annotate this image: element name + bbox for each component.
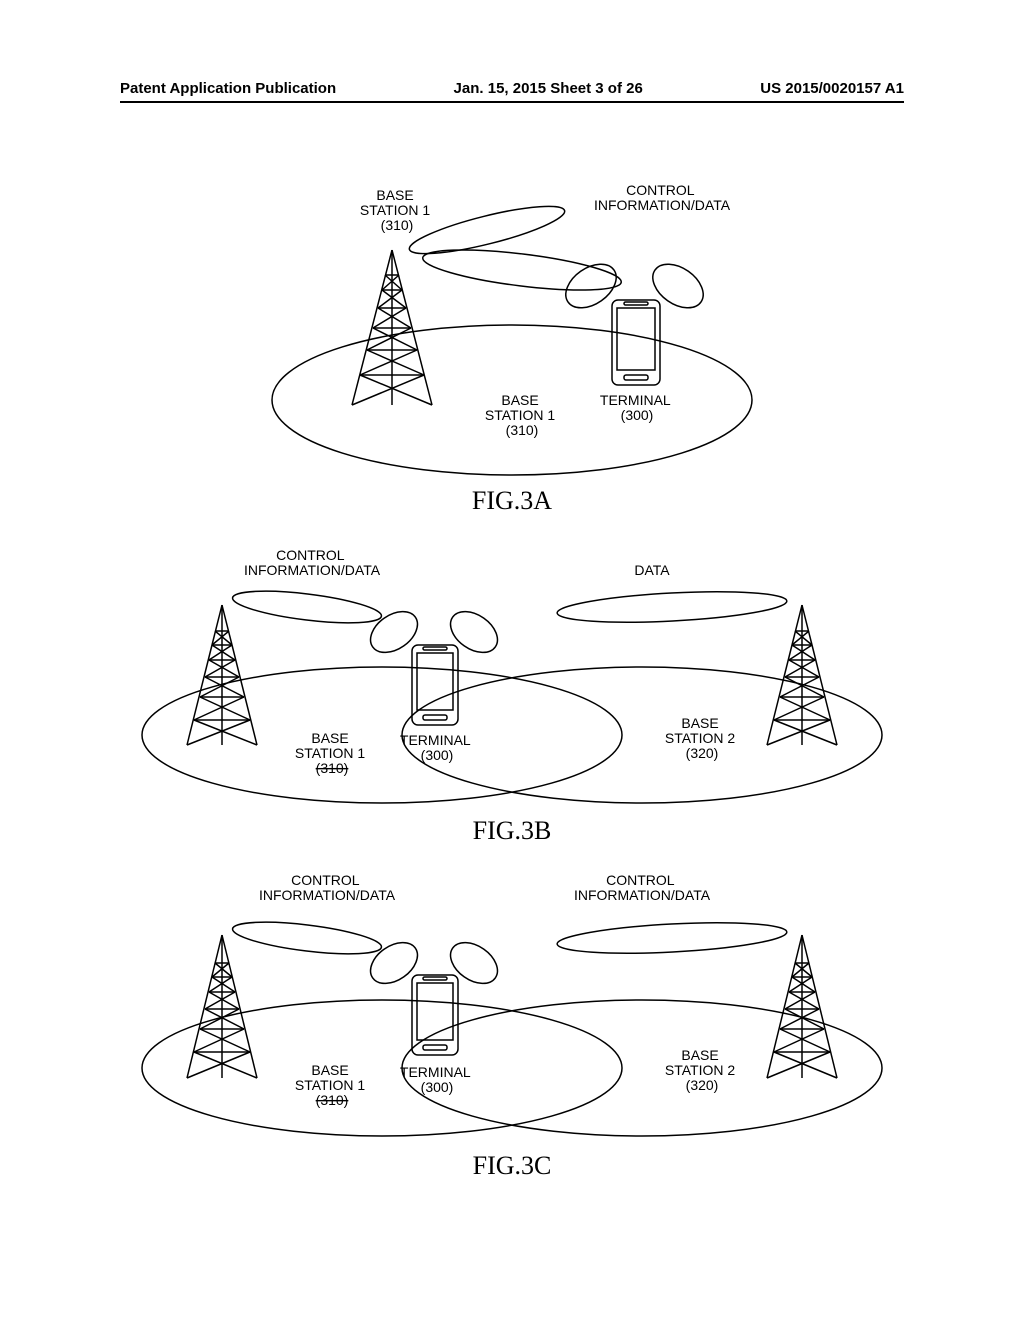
page: Patent Application Publication Jan. 15, …: [0, 0, 1024, 1320]
ctrl-info-right-label: CONTROL INFORMATION/DATA: [574, 872, 711, 903]
bs2-label: BASE STATION 2 (320): [665, 715, 739, 761]
ctrl-info-left-label: CONTROL INFORMATION/DATA: [259, 872, 396, 903]
figure-3b-caption: FIG.3B: [112, 816, 912, 846]
bs1-label: BASE STATION 1 (310): [295, 1062, 369, 1108]
beam-left-tower: [231, 585, 383, 629]
figure-3c-svg: CONTROL INFORMATION/DATA CONTROL INFORMA…: [112, 870, 912, 1145]
header-center: Jan. 15, 2015 Sheet 3 of 26: [454, 80, 643, 97]
terminal-label: TERMINAL (300): [600, 392, 674, 423]
figure-3c-caption: FIG.3C: [112, 1151, 912, 1181]
bs1-top-label: BASE STATION 1 (310): [360, 187, 434, 233]
phone-beam-left: [558, 255, 625, 317]
phone-beam-left: [363, 603, 425, 661]
terminal-label: TERMINAL (300): [400, 732, 474, 763]
figure-3c: CONTROL INFORMATION/DATA CONTROL INFORMA…: [112, 870, 912, 1181]
terminal-label: TERMINAL (300): [400, 1064, 474, 1095]
ctrl-info-label: CONTROL INFORMATION/DATA: [594, 182, 731, 213]
figure-3b: CONTROL INFORMATION/DATA DATA BASE STATI…: [112, 545, 912, 846]
phone-beam-left: [363, 934, 425, 992]
terminal-phone: [612, 300, 660, 385]
tower-left: [187, 605, 257, 745]
beam-ellipse-2: [421, 242, 623, 298]
data-label: DATA: [634, 562, 670, 578]
terminal-phone: [412, 645, 458, 725]
figure-3b-svg: CONTROL INFORMATION/DATA DATA BASE STATI…: [112, 545, 912, 810]
coverage-left: [142, 1000, 622, 1136]
figure-3a-caption: FIG.3A: [232, 486, 792, 516]
figure-3a-svg: BASE STATION 1 (310) CONTROL INFORMATION…: [232, 180, 792, 480]
page-header: Patent Application Publication Jan. 15, …: [120, 80, 904, 108]
bs2-label: BASE STATION 2 (320): [665, 1047, 739, 1093]
beam-left-tower: [231, 916, 383, 960]
bs1-bottom-label: BASE STATION 1 (310): [485, 392, 559, 438]
header-rule: [120, 101, 904, 103]
tower-right: [767, 605, 837, 745]
ctrl-info-left-label: CONTROL INFORMATION/DATA: [244, 547, 381, 578]
header-right: US 2015/0020157 A1: [760, 80, 904, 97]
phone-beam-right: [443, 603, 505, 661]
tower-left: [187, 935, 257, 1078]
base-station-tower: [352, 250, 432, 405]
header-left: Patent Application Publication: [120, 80, 336, 97]
beam-right-tower: [556, 918, 787, 958]
tower-right: [767, 935, 837, 1078]
figure-3a: BASE STATION 1 (310) CONTROL INFORMATION…: [232, 180, 792, 516]
beam-right-tower: [556, 587, 787, 627]
bs1-label: BASE STATION 1 (310): [295, 730, 369, 776]
